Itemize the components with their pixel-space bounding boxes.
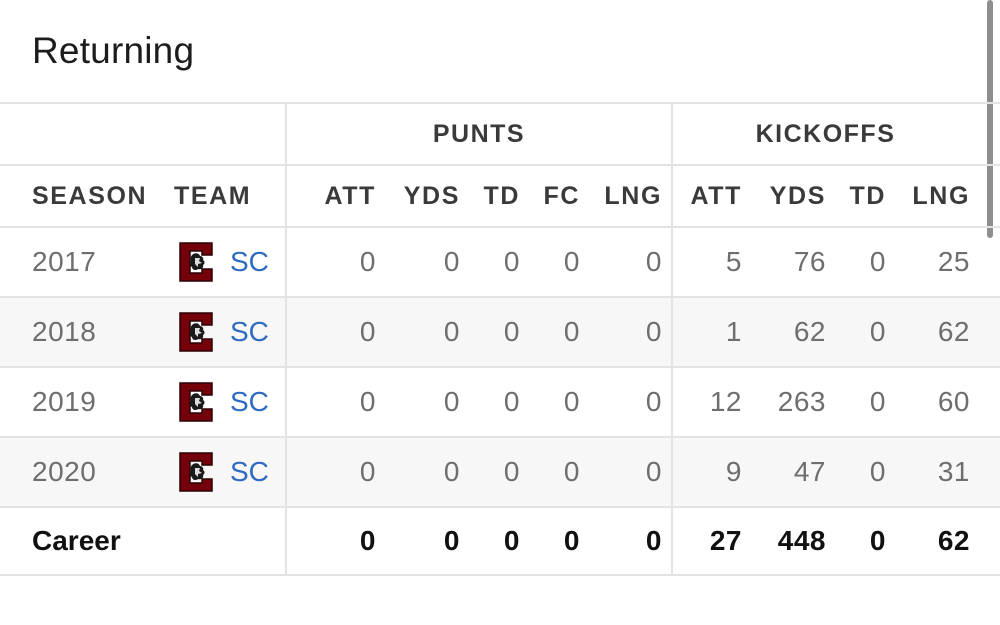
team-cell[interactable]: SC (174, 438, 269, 506)
punts-td-cell: 0 (503, 316, 520, 347)
table-row: 2019 SC 0 0 0 0 0 12 263 0 60 (0, 366, 1000, 436)
punts-lng-cell: 0 (645, 456, 662, 487)
south-carolina-gamecocks-logo-icon (179, 452, 213, 492)
section-title: Returning (32, 30, 195, 71)
kickoffs-td-cell: 0 (869, 456, 886, 487)
punts-td-cell: 0 (503, 386, 520, 417)
punts-fc-cell: 0 (563, 316, 580, 347)
team-cell[interactable]: SC (174, 368, 269, 436)
table-row: 2017 SC 0 0 0 0 0 5 76 0 25 (0, 226, 1000, 296)
punts-lng-cell: 0 (645, 316, 662, 347)
kickoffs-group-label: KICKOFFS (755, 119, 896, 148)
season-cell: 2017 (32, 246, 97, 277)
punts-lng-column-header[interactable]: LNG (604, 181, 662, 210)
kickoffs-yds-cell: 62 (793, 316, 826, 347)
kickoffs-att-cell: 9 (725, 456, 742, 487)
career-row: Career 0 0 0 0 0 27 448 0 62 (0, 506, 1000, 576)
kickoffs-yds-cell: 76 (793, 246, 826, 277)
team-column-header[interactable]: TEAM (174, 181, 252, 210)
punts-att-cell: 0 (359, 386, 376, 417)
team-cell[interactable]: SC (174, 228, 269, 296)
table-row: 2018 SC 0 0 0 0 0 1 62 0 62 (0, 296, 1000, 366)
punts-lng-cell: 0 (645, 246, 662, 277)
season-cell: 2019 (32, 386, 97, 417)
kickoffs-att-cell: 12 (709, 386, 742, 417)
punts-att-column-header[interactable]: ATT (324, 181, 376, 210)
punts-group-label: PUNTS (432, 119, 526, 148)
kickoffs-lng-cell: 31 (937, 456, 970, 487)
punts-td-column-header[interactable]: TD (483, 181, 520, 210)
kickoffs-lng-column-header[interactable]: LNG (912, 181, 970, 210)
career-kickoffs-td: 0 (869, 525, 886, 556)
career-label: Career (32, 525, 121, 556)
punts-fc-cell: 0 (563, 386, 580, 417)
kickoffs-lng-cell: 60 (937, 386, 970, 417)
kickoffs-att-column-header[interactable]: ATT (690, 181, 742, 210)
season-cell: 2018 (32, 316, 97, 347)
career-punts-lng: 0 (645, 525, 662, 556)
season-column-header[interactable]: SEASON (32, 181, 148, 210)
team-cell[interactable]: SC (174, 298, 269, 366)
south-carolina-gamecocks-logo-icon (179, 382, 213, 422)
kickoffs-att-cell: 1 (725, 316, 742, 347)
kickoffs-td-cell: 0 (869, 316, 886, 347)
kickoffs-td-cell: 0 (869, 386, 886, 417)
career-kickoffs-att: 27 (709, 525, 742, 556)
punts-fc-cell: 0 (563, 246, 580, 277)
kickoffs-td-cell: 0 (869, 246, 886, 277)
scrollbar[interactable] (987, 0, 993, 238)
group-header-row: PUNTS KICKOFFS (0, 102, 1000, 164)
punts-yds-cell: 0 (443, 456, 460, 487)
punts-fc-cell: 0 (563, 456, 580, 487)
kickoffs-yds-cell: 47 (793, 456, 826, 487)
punts-yds-column-header[interactable]: YDS (403, 181, 460, 210)
south-carolina-gamecocks-logo-icon (179, 312, 213, 352)
punts-att-cell: 0 (359, 456, 376, 487)
team-link[interactable]: SC (230, 316, 269, 347)
season-cell: 2020 (32, 456, 97, 487)
kickoffs-att-cell: 5 (725, 246, 742, 277)
punts-yds-cell: 0 (443, 386, 460, 417)
kickoffs-yds-cell: 263 (777, 386, 826, 417)
career-punts-td: 0 (503, 525, 520, 556)
career-punts-yds: 0 (443, 525, 460, 556)
punts-att-cell: 0 (359, 316, 376, 347)
punts-yds-cell: 0 (443, 316, 460, 347)
kickoffs-lng-cell: 25 (937, 246, 970, 277)
punts-att-cell: 0 (359, 246, 376, 277)
kickoffs-lng-cell: 62 (937, 316, 970, 347)
returning-stats-table: PUNTS KICKOFFS SEASON TEAM ATT YDS TD FC… (0, 102, 1000, 576)
team-link[interactable]: SC (230, 246, 269, 277)
punts-yds-cell: 0 (443, 246, 460, 277)
south-carolina-gamecocks-logo-icon (179, 242, 213, 282)
punts-lng-cell: 0 (645, 386, 662, 417)
career-kickoffs-yds: 448 (777, 525, 826, 556)
column-header-row: SEASON TEAM ATT YDS TD FC LNG ATT YDS TD… (0, 164, 1000, 226)
team-link[interactable]: SC (230, 456, 269, 487)
career-punts-att: 0 (359, 525, 376, 556)
team-link[interactable]: SC (230, 386, 269, 417)
punts-td-cell: 0 (503, 246, 520, 277)
career-punts-fc: 0 (563, 525, 580, 556)
career-kickoffs-lng: 62 (937, 525, 970, 556)
table-row: 2020 SC 0 0 0 0 0 9 47 0 31 (0, 436, 1000, 506)
kickoffs-yds-column-header[interactable]: YDS (769, 181, 826, 210)
punts-td-cell: 0 (503, 456, 520, 487)
kickoffs-td-column-header[interactable]: TD (849, 181, 886, 210)
punts-fc-column-header[interactable]: FC (543, 181, 580, 210)
